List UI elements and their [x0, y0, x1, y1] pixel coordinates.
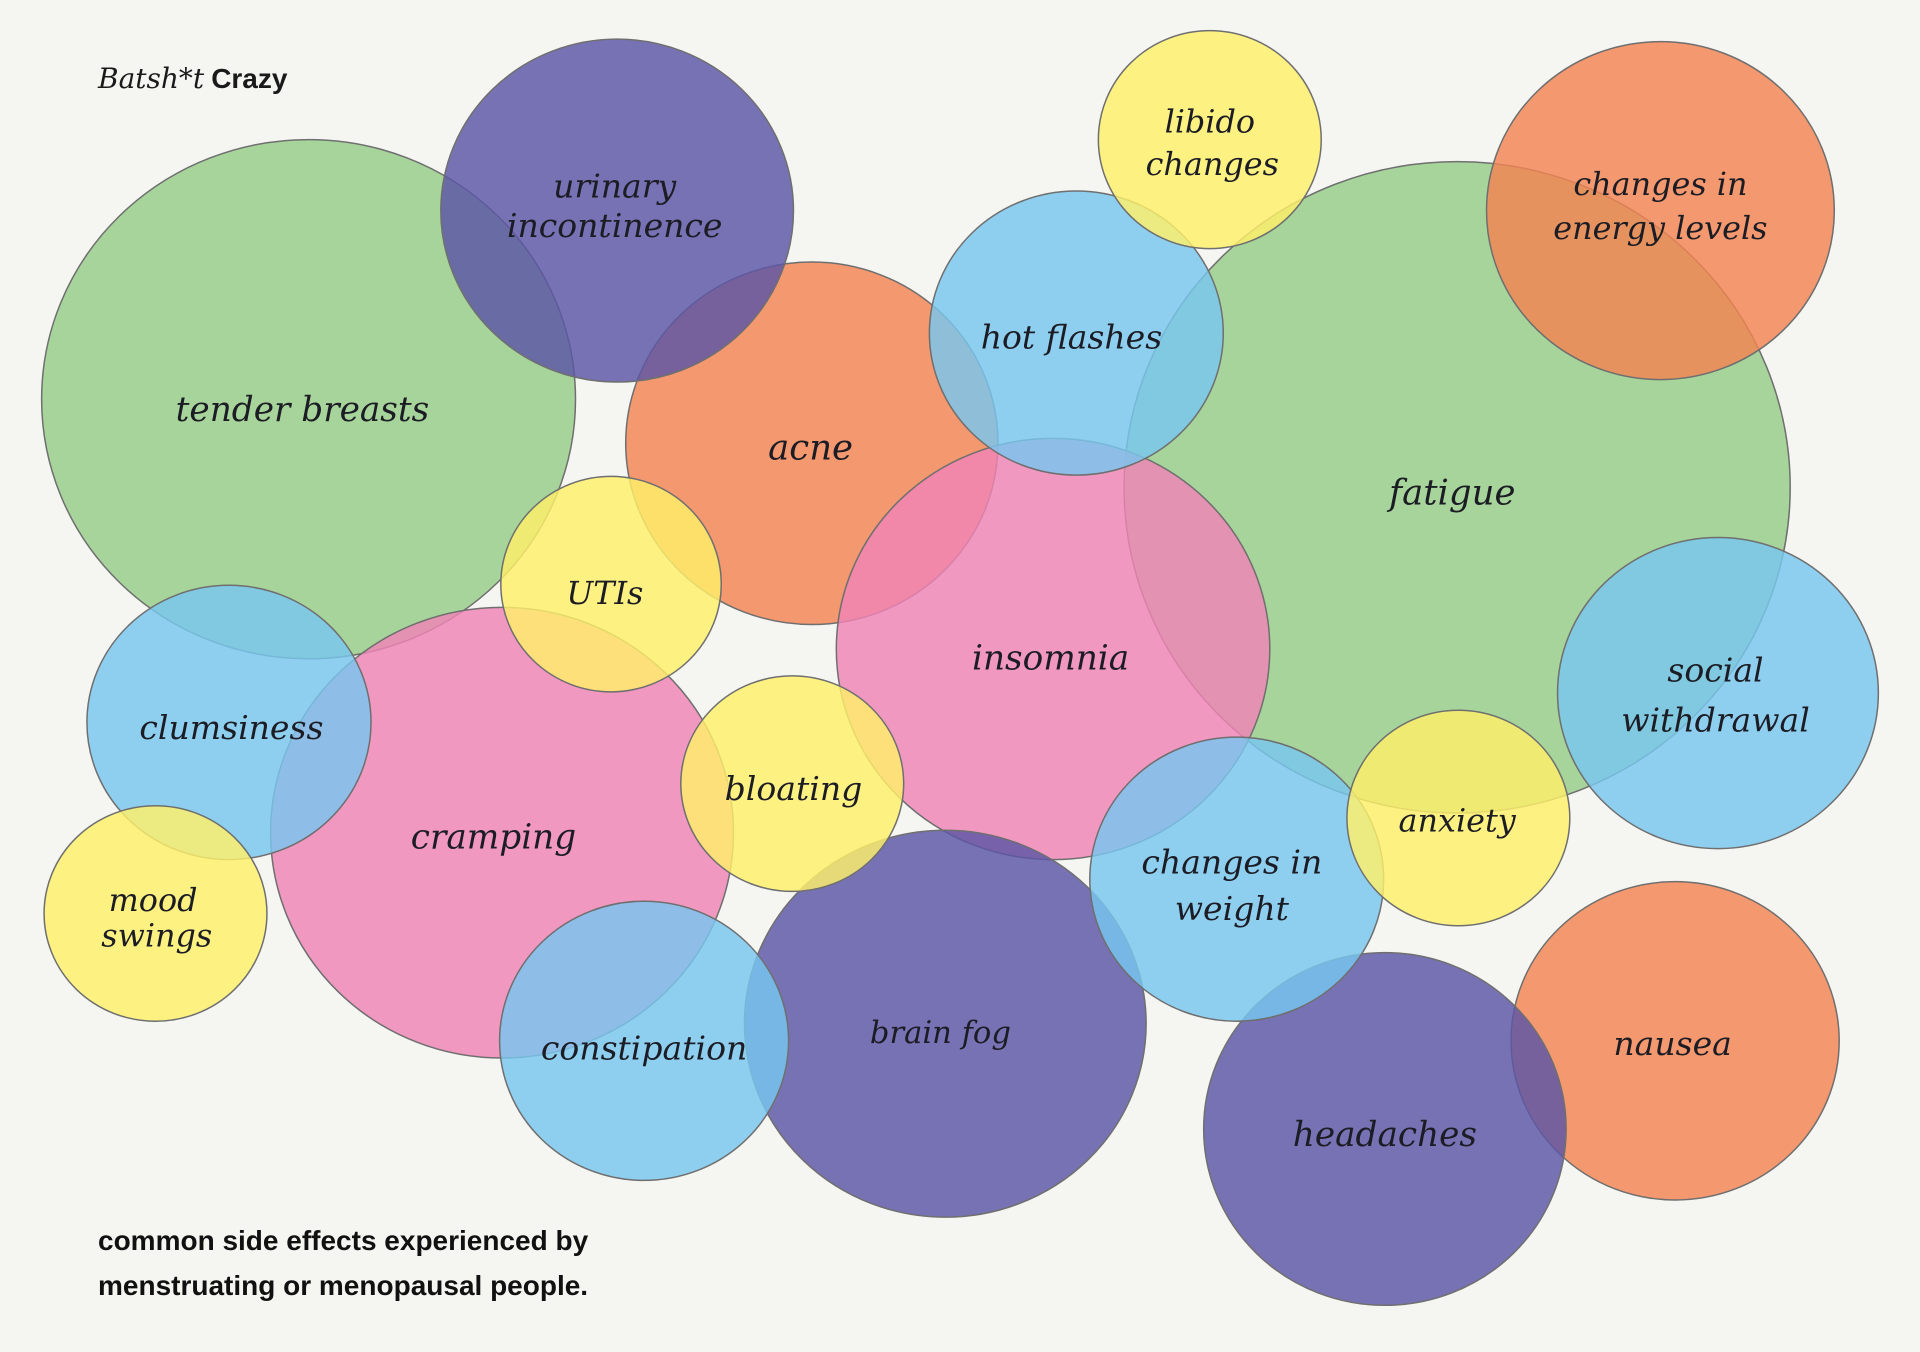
bubble-hot-flashes [928, 190, 1225, 476]
caption: common side effects experienced by menst… [98, 1218, 798, 1308]
bubble-shapes [40, 29, 1880, 1307]
bubble-label-anxiety: anxiety [1399, 802, 1517, 840]
bubble-mood-swings [43, 804, 268, 1022]
bubble-label-insomnia: insomnia [972, 639, 1129, 679]
brand-italic-text: Batsh*t [98, 62, 205, 95]
bubble-label-cramping: cramping [411, 817, 576, 857]
bubble-headaches [1202, 951, 1567, 1307]
bubble-label-hot-flashes: hot flashes [981, 317, 1162, 356]
bubble-utis [500, 475, 722, 693]
bubble-label-acne: acne [768, 427, 853, 468]
bubble-changes-in-energy-levels [1485, 40, 1836, 381]
brand-logo: Batsh*t Crazy [98, 62, 287, 96]
bubble-label-changes-in-energy-levels: changes in energy levels [1553, 165, 1767, 247]
bubble-label-bloating: bloating [725, 769, 863, 808]
bubble-libido-changes [1097, 29, 1322, 250]
bubble-label-utis: UTIs [566, 574, 643, 612]
bubble-label-fatigue: fatigue [1386, 473, 1516, 514]
bubble-constipation [498, 900, 790, 1182]
bubble-anxiety [1346, 709, 1571, 927]
brand-bold-text: Crazy [211, 63, 288, 94]
bubble-label-social-withdrawal: social withdrawal [1621, 650, 1810, 739]
caption-line-1: common side effects experienced by [98, 1225, 589, 1256]
bubble-label-mood-swings: mood swings [101, 881, 212, 955]
bubble-label-changes-in-weight: changes in weight [1141, 843, 1322, 929]
bubble-bloating [680, 675, 905, 893]
bubble-labels: tender breasts fatigue acne changes in energ… [101, 102, 1810, 1155]
bubble-label-libido-changes: libido changes [1146, 102, 1279, 183]
bubble-label-tender-breasts: tender breasts [176, 390, 430, 430]
bubble-social-withdrawal [1556, 536, 1880, 850]
bubble-label-clumsiness: clumsiness [139, 708, 323, 747]
bubble-label-nausea: nausea [1613, 1024, 1732, 1063]
bubble-label-constipation: constipation [541, 1029, 747, 1068]
bubble-label-headaches: headaches [1293, 1115, 1477, 1155]
bubble-urinary-incontinence [440, 38, 795, 383]
bubble-label-urinary-incontinence: urinary incontinence [507, 167, 723, 245]
caption-line-2: menstruating or menopausal people. [98, 1270, 589, 1301]
bubble-label-brain-fog: brain fog [870, 1016, 1011, 1051]
